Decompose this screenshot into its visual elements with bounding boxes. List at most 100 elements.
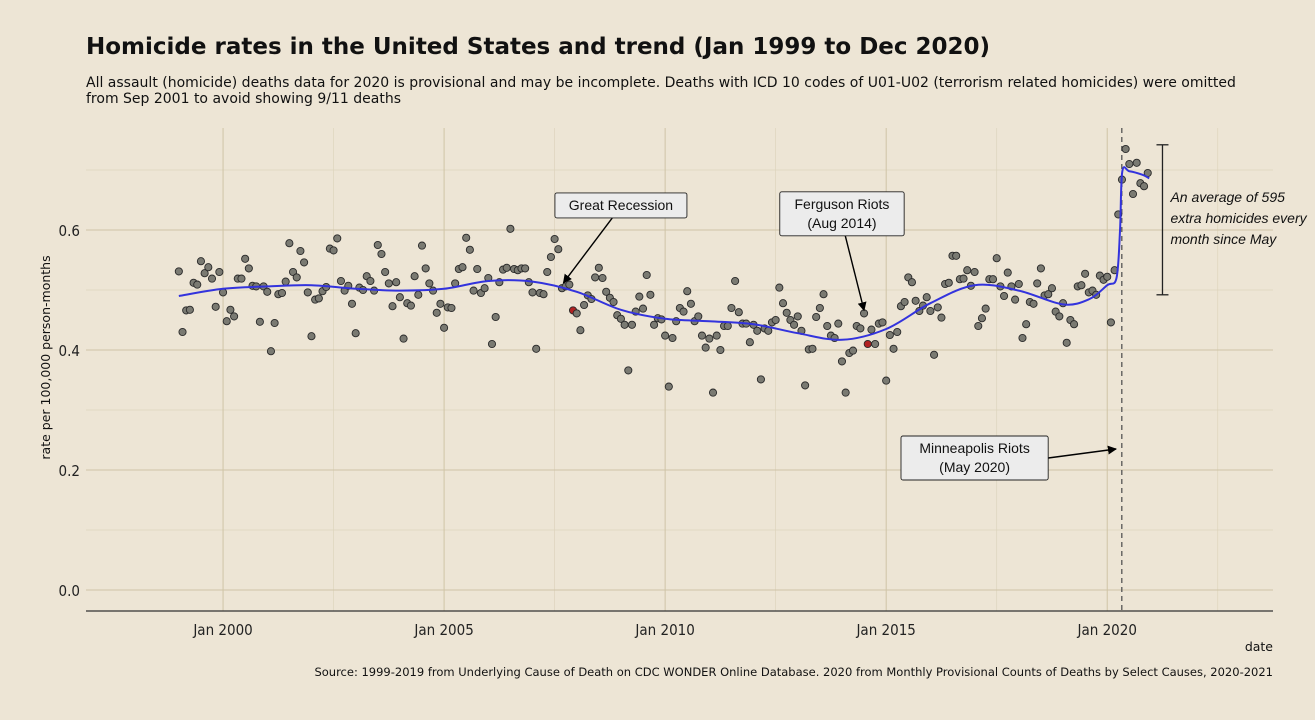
data-point: [436, 299, 445, 308]
data-point: [200, 269, 209, 278]
data-point: [388, 302, 397, 311]
data-point: [377, 249, 386, 259]
data-point: [701, 343, 710, 352]
data-point: [406, 301, 415, 310]
range-note-text: month since May: [1170, 231, 1277, 247]
data-point: [266, 347, 275, 356]
data-point: [1055, 312, 1064, 321]
data-point: [417, 241, 427, 250]
data-point: [196, 257, 205, 266]
data-point: [277, 288, 287, 298]
data-point: [462, 233, 471, 242]
data-point: [771, 315, 780, 325]
data-point: [974, 321, 983, 331]
data-point: [793, 312, 802, 321]
data-point: [314, 294, 323, 303]
data-point: [580, 300, 589, 310]
data-point: [944, 278, 953, 287]
x-tick-label: Jan 2020: [1077, 621, 1137, 639]
data-point: [661, 331, 670, 340]
data-point: [303, 288, 312, 297]
data-point: [598, 273, 607, 283]
data-point: [296, 246, 305, 256]
chart-title: Homicide rates in the United States and …: [86, 34, 991, 60]
data-point: [465, 245, 474, 254]
data-point: [1077, 281, 1086, 290]
annotation-label-text: (May 2020): [939, 459, 1010, 475]
data-point: [635, 292, 644, 301]
data-point: [333, 234, 342, 243]
data-point: [907, 278, 917, 287]
data-point: [815, 303, 824, 313]
data-point: [207, 274, 217, 283]
x-tick-label: Jan 2000: [192, 621, 252, 639]
data-point: [650, 320, 659, 329]
data-point: [255, 317, 264, 326]
data-point: [642, 270, 651, 280]
data-point: [351, 329, 360, 338]
data-point: [546, 252, 555, 262]
data-point: [572, 309, 581, 318]
data-point: [1121, 144, 1130, 154]
data-point: [981, 304, 990, 313]
data-point: [882, 376, 891, 385]
data-point: [753, 326, 762, 335]
data-point: [458, 263, 467, 272]
y-tick-label: 0.6: [59, 222, 80, 240]
trend-line: [178, 166, 1150, 341]
data-point: [447, 303, 456, 313]
data-point: [708, 388, 718, 397]
data-point: [347, 299, 357, 308]
data-point: [1140, 182, 1149, 191]
data-point: [856, 324, 865, 333]
data-point: [1003, 268, 1012, 277]
data-point: [591, 273, 600, 282]
data-point: [834, 319, 843, 328]
y-tick-label: 0.0: [59, 582, 80, 600]
data-point: [1047, 284, 1057, 293]
data-point: [745, 338, 754, 347]
data-point: [237, 274, 246, 283]
data-point: [543, 267, 552, 277]
highlight-data-point: [863, 339, 872, 349]
data-point: [226, 305, 235, 314]
data-point: [1018, 333, 1027, 343]
data-point: [1132, 158, 1141, 167]
data-point: [285, 239, 294, 248]
x-tick-label: Jan 2015: [855, 621, 915, 639]
data-point: [1000, 291, 1009, 301]
data-point: [679, 307, 688, 316]
data-point: [893, 327, 902, 337]
data-point: [837, 357, 847, 366]
data-point: [414, 290, 423, 299]
data-points: [174, 144, 1152, 397]
data-point: [215, 267, 224, 277]
data-point: [1125, 159, 1134, 169]
data-point: [801, 381, 810, 390]
data-point: [963, 266, 972, 275]
range-note-text: An average of 595: [1169, 189, 1285, 205]
data-point: [808, 344, 817, 353]
data-point: [222, 317, 231, 326]
data-point: [432, 308, 441, 317]
data-point: [609, 297, 618, 307]
data-point: [823, 321, 832, 331]
annotation-label-box: [554, 192, 688, 219]
data-point: [384, 279, 393, 288]
data-point: [491, 312, 500, 322]
data-point: [381, 267, 390, 277]
data-point: [878, 318, 887, 327]
data-point: [1103, 272, 1112, 281]
data-point: [712, 331, 721, 340]
data-point: [554, 245, 563, 254]
data-point: [211, 302, 220, 311]
data-point: [775, 283, 784, 292]
data-point: [506, 224, 515, 233]
annotation-arrow: [1048, 445, 1117, 459]
data-point: [627, 320, 637, 329]
data-point: [487, 339, 497, 349]
data-point: [683, 287, 692, 296]
data-point: [469, 286, 478, 295]
data-point: [1128, 189, 1138, 199]
data-point: [241, 254, 250, 263]
